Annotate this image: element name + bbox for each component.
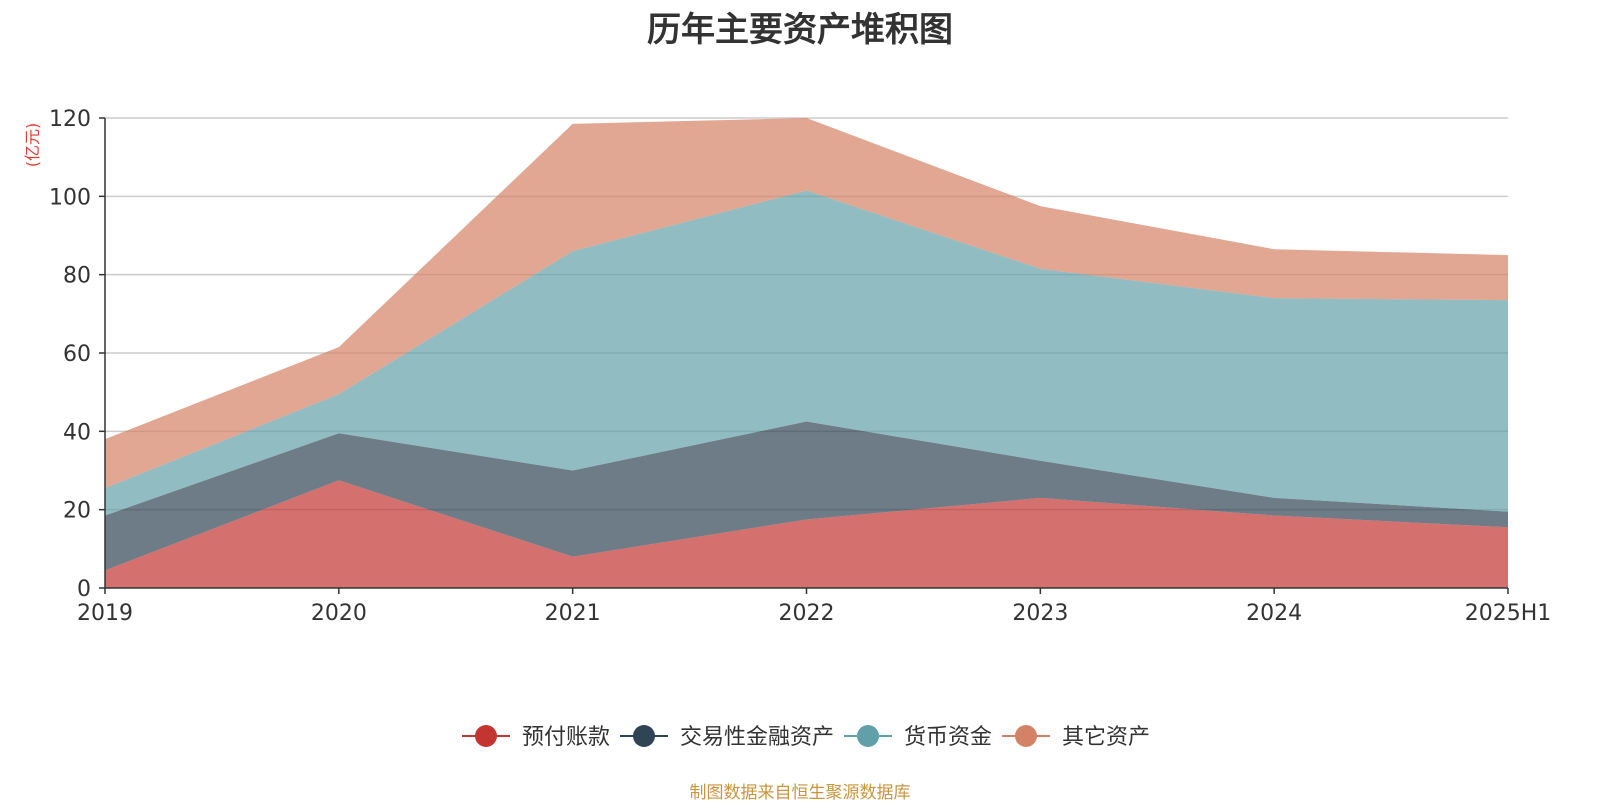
area-series xyxy=(105,118,1508,588)
legend-circle-icon xyxy=(633,725,655,747)
tick-labels: 0 20 40 60 80 100 120 2019 2020 2021 2022 2023 2024 2… xyxy=(49,107,1551,626)
legend-label: 交易性金融资产 xyxy=(680,725,834,750)
x-tick-label-2023: 2023 xyxy=(1012,601,1068,626)
legend-item-4[interactable]: 其它资产 xyxy=(1002,725,1150,750)
legend[interactable]: 预付账款 交易性金融资产 货币资金 其它资产 xyxy=(462,725,1150,750)
y-tick-label-60: 60 xyxy=(63,342,91,367)
legend-item-3[interactable]: 货币资金 xyxy=(844,725,992,750)
y-tick-label-100: 100 xyxy=(49,185,91,210)
x-tick-label-2021: 2021 xyxy=(545,601,601,626)
legend-label: 货币资金 xyxy=(904,725,992,750)
y-tick-label-0: 0 xyxy=(77,577,91,602)
legend-circle-icon xyxy=(857,725,879,747)
y-tick-label-40: 40 xyxy=(63,420,91,445)
chart-title: 历年主要资产堆积图 xyxy=(647,10,953,50)
y-tick-label-80: 80 xyxy=(63,264,91,289)
area-series-3 xyxy=(105,190,1508,516)
x-tick-label-2025H1: 2025H1 xyxy=(1465,601,1552,626)
x-tick-label-2019: 2019 xyxy=(77,601,133,626)
x-tick-label-2022: 2022 xyxy=(779,601,835,626)
y-tick-label-20: 20 xyxy=(63,499,91,524)
legend-circle-icon xyxy=(1015,725,1037,747)
legend-label: 预付账款 xyxy=(522,725,610,750)
legend-circle-icon xyxy=(475,725,497,747)
source-note: 制图数据来自恒生聚源数据库 xyxy=(689,783,911,803)
legend-label: 其它资产 xyxy=(1062,725,1150,750)
legend-item-1[interactable]: 预付账款 xyxy=(462,725,610,750)
x-tick-label-2020: 2020 xyxy=(311,601,367,626)
x-tick-label-2024: 2024 xyxy=(1246,601,1302,626)
y-axis-unit-label: (亿元) xyxy=(23,123,42,168)
area-series-2 xyxy=(105,421,1508,571)
legend-item-2[interactable]: 交易性金融资产 xyxy=(620,725,834,750)
y-tick-label-120: 120 xyxy=(49,107,91,132)
area-series-1 xyxy=(105,480,1508,588)
area-series-4 xyxy=(105,118,1508,489)
